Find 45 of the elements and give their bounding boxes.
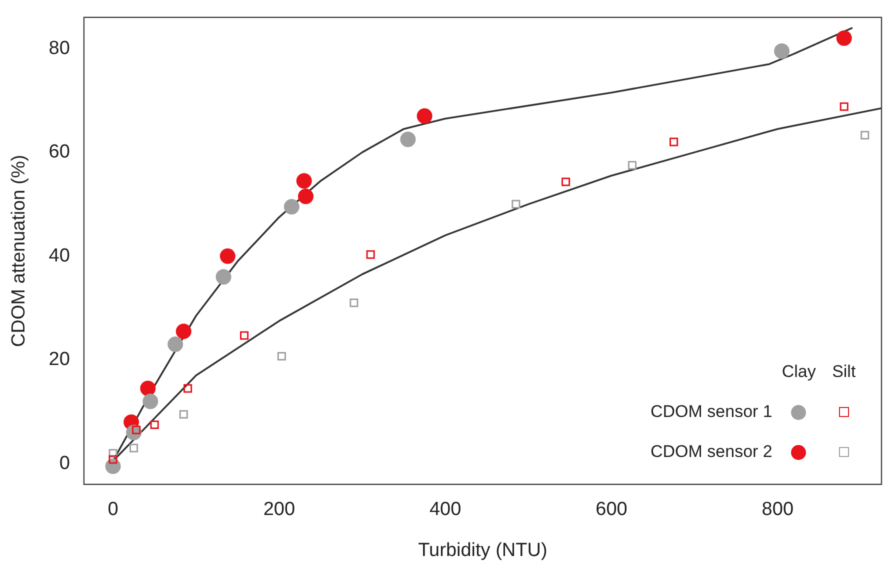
- y-tick-label: 80: [48, 38, 70, 59]
- point: [284, 199, 300, 215]
- x-tick-label: 600: [596, 499, 628, 520]
- x-tick-label: 800: [762, 499, 794, 520]
- point: [179, 410, 188, 419]
- point: [140, 380, 156, 396]
- legend-label: CDOM sensor 2: [650, 442, 774, 462]
- y-tick-label: 20: [48, 349, 70, 370]
- point: [860, 130, 870, 140]
- point: [129, 444, 138, 452]
- x-tick-label: 400: [429, 499, 462, 520]
- point: [220, 248, 236, 264]
- point: [142, 394, 158, 410]
- point: [176, 324, 192, 340]
- annotation: Clay: [780, 362, 817, 382]
- point: [670, 138, 678, 146]
- point: [108, 448, 118, 458]
- y-axis-title: CDOM attenuation (%): [8, 154, 30, 347]
- point: [184, 384, 192, 393]
- y-tick-label: 60: [48, 142, 70, 163]
- point: [836, 30, 852, 46]
- x-axis-title: Turbidity (NTU): [418, 540, 548, 561]
- y-tick-label: 40: [48, 245, 70, 266]
- point: [366, 250, 375, 259]
- point: [216, 269, 232, 285]
- x-tick-label: 200: [263, 499, 296, 520]
- point: [512, 200, 520, 208]
- point: [240, 331, 249, 340]
- point: [150, 420, 159, 430]
- annotation: Silt: [831, 362, 857, 382]
- point: [840, 102, 848, 111]
- point: [168, 336, 184, 352]
- point: [298, 188, 314, 204]
- point: [350, 298, 358, 308]
- point: [562, 178, 570, 186]
- x-tick-label: 0: [108, 499, 118, 520]
- legend-label: CDOM sensor 1: [650, 402, 774, 422]
- point: [108, 455, 118, 464]
- point: [774, 43, 790, 59]
- point: [277, 352, 286, 361]
- point: [400, 132, 416, 148]
- point: [628, 161, 637, 170]
- point: [416, 108, 432, 124]
- y-tick-label: 0: [59, 452, 70, 474]
- point: [296, 173, 312, 189]
